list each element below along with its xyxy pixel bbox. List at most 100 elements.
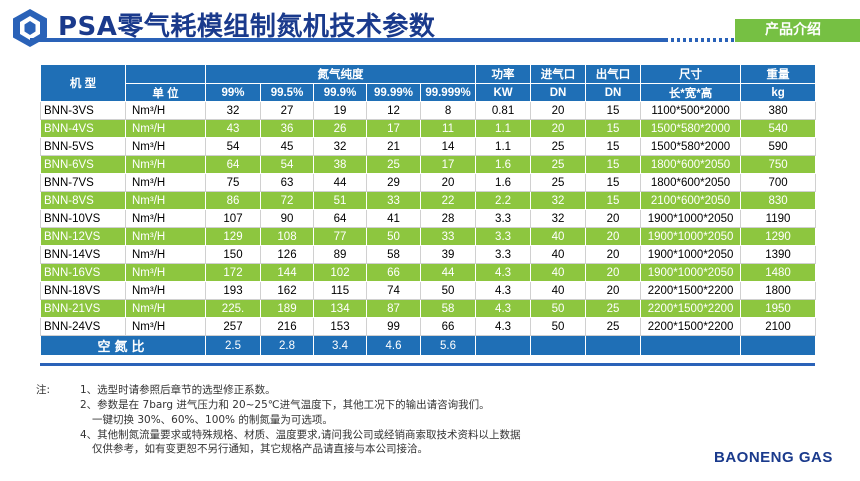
col-header-purity: 氮气纯度 [204,64,477,84]
table-cell: Nm³/H [125,227,206,246]
table-cell: 40 [530,245,587,264]
table-cell: 25 [585,317,642,336]
table-cell: 54 [205,137,261,156]
col-header-power: 功率 [475,64,532,84]
table-cell: 87 [366,299,421,318]
table-cell: 20 [530,101,587,120]
note-line: 仅供参考，如有变更恕不另行通知，其它规格产品请直接与本公司接洽。 [92,443,428,455]
subheader-99-999: 99.999% [419,83,477,102]
table-cell: 89 [313,245,367,264]
model-cell: BNN-7VS [40,173,126,192]
table-cell: 44 [419,263,477,282]
table-cell: 380 [740,101,817,120]
model-cell: BNN-21VS [40,299,126,318]
table-cell: 129 [205,227,261,246]
notes-label: 注: [36,384,51,396]
table-cell: 2100 [740,317,817,336]
table-cell: 40 [530,281,587,300]
table-cell: 25 [366,155,421,174]
table-cell: Nm³/H [125,119,206,138]
table-row: BNN-18VS Nm³/H 193 162 115 74 50 4.3 40 20 2200*15… [40,281,817,300]
table-cell: 150 [205,245,261,264]
model-cell: BNN-6VS [40,155,126,174]
table-cell: 19 [313,101,367,120]
brand-logo-icon [13,9,47,47]
table-cell: 25 [530,173,587,192]
table-cell: 1800*600*2050 [640,173,742,192]
subheader-dimensions: 长*宽*高 [640,83,742,102]
ratio-row: 空氮比 2.5 2.8 3.4 4.6 5.6 [40,335,817,356]
table-cell: 17 [366,119,421,138]
table-cell: 830 [740,191,817,210]
table-cell: 4.3 [475,299,532,318]
header-rule [30,38,665,42]
table-cell: 20 [585,281,642,300]
subheader-99-99: 99.99% [366,83,421,102]
table-cell: 25 [530,155,587,174]
header-row-2: 单 位 99% 99.5% 99.9% 99.99% 99.999% KW DN… [41,83,817,102]
table-cell: 1290 [740,227,817,246]
col-header-inlet: 进气口 [530,64,587,84]
col-header-size: 尺寸 [640,64,742,84]
table-cell: 33 [419,227,477,246]
table-cell: 189 [260,299,314,318]
table-cell: 43 [205,119,261,138]
table-cell: 50 [366,227,421,246]
table-cell: 102 [313,263,367,282]
model-cell: BNN-10VS [40,209,126,228]
ratio-value: 4.6 [366,335,421,356]
table-cell: 77 [313,227,367,246]
table-row: BNN-5VS Nm³/H 54 45 32 21 14 1.1 25 15 1500*580*20… [40,137,817,156]
table-cell: 32 [205,101,261,120]
ratio-value: 2.8 [260,335,314,356]
table-cell: 45 [260,137,314,156]
table-cell: 1390 [740,245,817,264]
subheader-99-9: 99.9% [313,83,367,102]
table-cell: Nm³/H [125,281,206,300]
table-cell: 25 [585,299,642,318]
model-cell: BNN-24VS [40,317,126,336]
table-row: BNN-4VS Nm³/H 43 36 26 17 11 1.1 20 15 1500*580*20… [40,119,817,138]
table-cell: 590 [740,137,817,156]
table-cell: 1190 [740,209,817,228]
table-cell: 1.1 [475,119,532,138]
table-cell: 162 [260,281,314,300]
ratio-empty [740,335,817,356]
table-cell: 90 [260,209,314,228]
table-row: BNN-10VS Nm³/H 107 90 64 41 28 3.3 32 20 1900*1000… [40,209,817,228]
model-cell: BNN-8VS [40,191,126,210]
table-cell: 39 [419,245,477,264]
table-cell: 153 [313,317,367,336]
table-cell: 32 [530,209,587,228]
table-row: BNN-14VS Nm³/H 150 126 89 58 39 3.3 40 20 1900*100… [40,245,817,264]
table-cell: Nm³/H [125,173,206,192]
table-cell: 4.3 [475,317,532,336]
table-cell: 50 [530,299,587,318]
col-header-weight: 重量 [740,64,817,84]
table-cell: Nm³/H [125,299,206,318]
table-cell: Nm³/H [125,101,206,120]
table-cell: 44 [313,173,367,192]
table-cell: 17 [419,155,477,174]
table-cell: 74 [366,281,421,300]
subheader-outlet-dn: DN [585,83,642,102]
table-cell: 1.6 [475,173,532,192]
table-cell: Nm³/H [125,137,206,156]
table-cell: 1500*580*2000 [640,137,742,156]
table-cell: Nm³/H [125,209,206,228]
table-cell: Nm³/H [125,245,206,264]
table-cell: 50 [530,317,587,336]
table-cell: 216 [260,317,314,336]
table-cell: 66 [419,317,477,336]
table-cell: 20 [585,209,642,228]
table-cell: 20 [419,173,477,192]
table-cell: 15 [585,191,642,210]
table-cell: 1900*1000*2050 [640,209,742,228]
table-cell: 75 [205,173,261,192]
table-cell: 36 [260,119,314,138]
table-body: BNN-3VS Nm³/H 32 27 19 12 8 0.81 20 15 1100*500*20… [40,101,817,336]
table-cell: 126 [260,245,314,264]
table-row: BNN-8VS Nm³/H 86 72 51 33 22 2.2 32 15 2100*600*20… [40,191,817,210]
table-cell: 193 [205,281,261,300]
ratio-value: 5.6 [419,335,477,356]
